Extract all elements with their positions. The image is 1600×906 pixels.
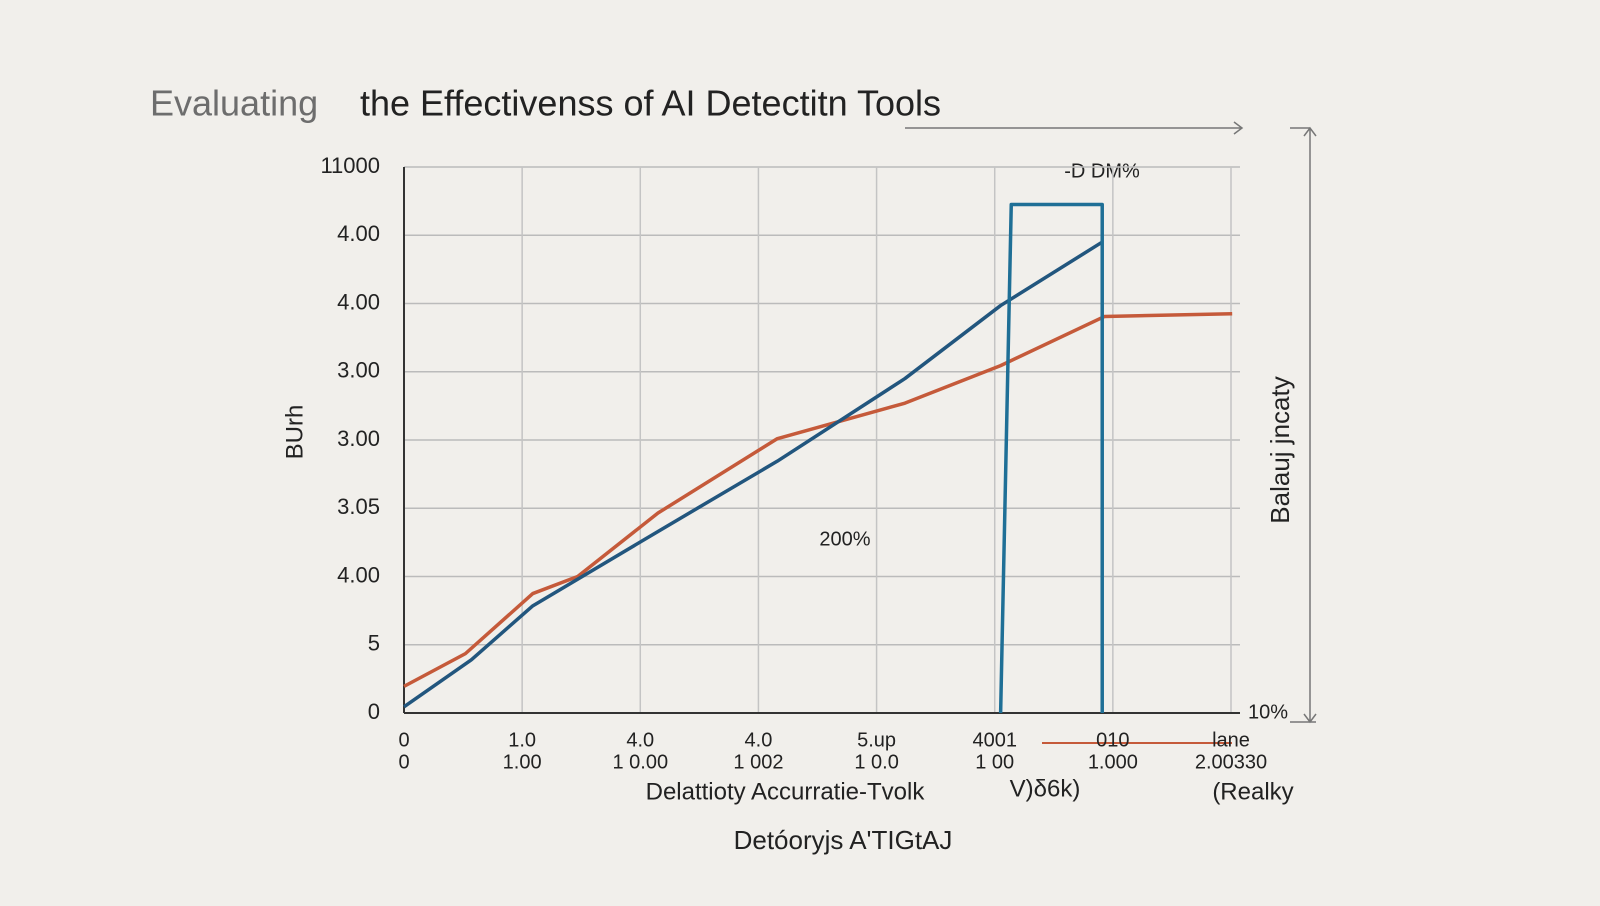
footer-label: Detóoryjs A'TIGtAJ <box>734 825 953 855</box>
annotation: 10% <box>1248 701 1288 723</box>
x-tick-label: lane <box>1212 729 1250 751</box>
x-tick-sublabel: 1.000 <box>1088 751 1138 773</box>
bracket-right <box>1290 126 1317 724</box>
y-tick-label: 3.00 <box>337 358 380 383</box>
x-tick-label: 1.0 <box>508 729 536 751</box>
y-tick-label: 4.00 <box>337 289 380 314</box>
y-axis-label: BUrh <box>281 405 308 460</box>
y-tick-label: 4.00 <box>337 562 380 587</box>
x-tick-sublabel: 1 0.0 <box>854 751 898 773</box>
brackets <box>905 121 1317 744</box>
y-tick-label: 3.00 <box>337 426 380 451</box>
annotation: -D DM% <box>1064 160 1140 182</box>
x-axis-label-mid: V)δ6k) <box>1010 775 1081 802</box>
bracket-top <box>905 121 1244 135</box>
x-tick-label: 4.0 <box>626 729 654 751</box>
x-tick-label: 5.up <box>857 729 896 751</box>
y2-axis-label: Balauj jncaty <box>1265 376 1295 523</box>
y-tick-label: 4.00 <box>337 221 380 246</box>
x-tick-label: 010 <box>1096 729 1129 751</box>
series-line <box>403 311 1233 688</box>
x-tick-label: 0 <box>398 729 409 751</box>
x-tick-sublabel: 1 00 <box>975 751 1014 773</box>
series-line <box>402 240 1104 709</box>
chart-title: the Effectivenss of AI Detectitn Tools <box>360 83 941 124</box>
chart-title-lead: Evaluating <box>150 83 318 124</box>
x-axis-label-right: (Realky <box>1212 778 1293 805</box>
x-tick-label: 4001 <box>972 729 1017 751</box>
x-tick-sublabel: 1 002 <box>733 751 783 773</box>
x-tick-sublabel: 0 <box>398 751 409 773</box>
x-tick-sublabel: 1 0.00 <box>612 751 668 773</box>
y-tick-label: 3.05 <box>337 494 380 519</box>
series-line <box>998 202 1104 714</box>
x-tick-label: 4.0 <box>745 729 773 751</box>
y-tick-label: 11000 <box>320 153 380 178</box>
y-tick-label: 5 <box>368 631 380 656</box>
x-axis-label: Delattioty Accurratie-Tvolk <box>646 778 926 805</box>
x-tick-sublabel: 2.00330 <box>1195 751 1267 773</box>
y-tick-label: 0 <box>368 699 380 724</box>
x-tick-sublabel: 1.00 <box>503 751 542 773</box>
annotation: 200% <box>819 528 870 550</box>
